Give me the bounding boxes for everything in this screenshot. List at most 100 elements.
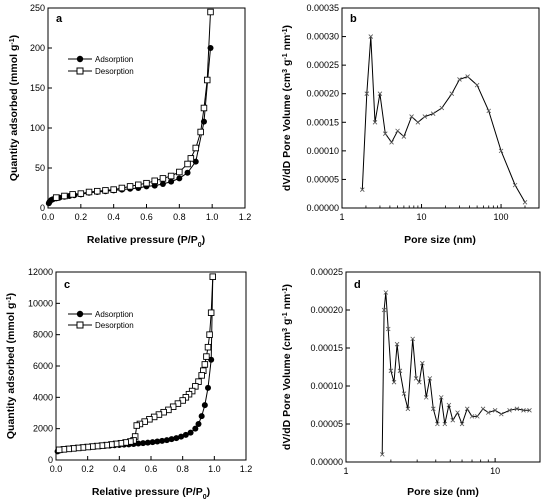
panel-c-letter: c	[64, 279, 70, 291]
y-tick-label: 12000	[28, 267, 53, 277]
legend-adsorption-marker	[76, 310, 84, 318]
data-point	[395, 128, 400, 134]
data-point	[438, 395, 444, 400]
data-point-desorption	[151, 177, 158, 185]
data-point	[435, 421, 440, 427]
panel-d-marks	[379, 290, 532, 457]
series-line-0	[381, 292, 530, 455]
y-tick-label: 200	[30, 43, 45, 53]
y-tick-label: 8000	[33, 330, 53, 340]
panel-d-letter: d	[354, 279, 361, 291]
data-point	[486, 410, 491, 415]
data-point	[439, 105, 445, 111]
x-tick-label: 1.2	[240, 464, 253, 474]
data-point	[401, 391, 407, 396]
data-point-desorption	[197, 128, 204, 136]
data-point-adsorption	[182, 431, 189, 438]
y-tick-label: 0.00000	[306, 203, 339, 213]
panel-c-axes: 0 2000 4000 6000 8000 10000 12000 0.0 0.2 0.4 0.6 0…	[28, 267, 252, 474]
data-point-adsorption	[184, 169, 191, 176]
data-point-desorption	[206, 331, 213, 338]
y-tick-label: 4000	[33, 392, 53, 402]
x-tick-label: 0.8	[176, 464, 189, 474]
panel-a-letter: a	[56, 13, 63, 25]
x-tick-label: 1.2	[239, 212, 252, 222]
panel-b: 0.00000 0.00005 0.00010 0.00015 0.00020 0.000…	[281, 3, 540, 246]
y-tick-label: 0.00005	[310, 419, 343, 429]
data-point	[512, 182, 518, 188]
x-tick-label: 0.2	[75, 212, 88, 222]
data-point	[385, 326, 391, 332]
panel-c-legend: Adsorption Desorption	[68, 310, 134, 330]
data-point	[431, 406, 436, 412]
legend-desorption-label: Desorption	[95, 67, 134, 76]
y-tick-label: 0.00010	[306, 146, 339, 156]
y-tick-label: 6000	[33, 361, 53, 371]
x-tick-label: 0.6	[140, 212, 153, 222]
data-point-adsorption	[163, 437, 170, 444]
data-point-adsorption	[151, 182, 158, 189]
panel-c-marks	[54, 273, 216, 455]
data-point-desorption	[85, 188, 93, 196]
panel-d-ylabel: dV/dD Pore Volume (cm3 g-1 nm-1)	[281, 284, 293, 450]
data-point-desorption	[135, 181, 142, 189]
data-point	[364, 91, 370, 96]
y-tick-label: 0.00000	[310, 457, 343, 467]
data-point-desorption	[159, 175, 167, 182]
y-tick-label: 0.00020	[306, 89, 339, 99]
data-point	[427, 376, 433, 381]
data-point-desorption	[187, 155, 195, 162]
panel-a-frame	[47, 7, 246, 209]
data-point-desorption	[201, 361, 209, 368]
data-point	[457, 77, 462, 82]
legend-adsorption-label: Adsorption	[95, 310, 133, 319]
data-point-adsorption	[205, 384, 211, 391]
data-point	[413, 376, 419, 381]
data-point	[465, 74, 470, 79]
data-point	[450, 417, 456, 423]
panel-b-marks	[360, 34, 528, 205]
data-point-adsorption	[195, 420, 202, 427]
x-tick-label: 100	[494, 212, 509, 222]
panel-b-axes: 0.00000 0.00005 0.00010 0.00015 0.00020 0.000…	[306, 3, 526, 222]
panel-a: 0 50 100 150 200 250 0.0 0.2 0.4 0.6 0.8 1.0 1.2 a A…	[8, 3, 251, 249]
panel-d: 0.00000 0.00005 0.00010 0.00015 0.00020 0.000…	[281, 267, 541, 498]
y-tick-label: 0.00010	[310, 381, 343, 391]
data-point	[394, 341, 400, 347]
y-tick-label: 0.00015	[306, 117, 339, 127]
data-point	[410, 336, 415, 342]
y-tick-label: 0	[48, 455, 53, 465]
data-point-desorption	[167, 172, 175, 180]
data-point-desorption	[110, 186, 117, 193]
data-point	[377, 91, 383, 96]
legend-desorption-marker	[76, 67, 84, 75]
data-point-adsorption	[192, 425, 199, 432]
data-point	[459, 421, 465, 427]
panel-d-axes: 0.00000 0.00005 0.00010 0.00015 0.00020 0.000…	[310, 267, 500, 476]
legend-desorption-marker	[76, 321, 84, 329]
data-point-desorption	[143, 179, 150, 187]
data-point-desorption	[102, 187, 109, 194]
x-tick-label: 1	[343, 466, 348, 476]
data-point-adsorption	[144, 439, 151, 446]
x-tick-label: 0.2	[81, 464, 94, 474]
panel-b-letter: b	[350, 13, 357, 25]
data-point-adsorption	[168, 178, 175, 185]
data-point-adsorption	[173, 435, 180, 442]
legend-adsorption-marker	[76, 55, 84, 63]
data-point	[486, 108, 492, 114]
data-point	[514, 406, 520, 412]
data-point-desorption	[192, 144, 199, 152]
data-point	[422, 114, 428, 119]
data-point-desorption	[207, 8, 214, 16]
x-tick-label: 0.6	[145, 464, 158, 474]
panel-a-legend: Adsorption Desorption	[68, 55, 134, 76]
x-tick-label: 1.0	[206, 212, 219, 222]
data-point	[527, 408, 532, 413]
data-point-desorption	[118, 184, 126, 192]
data-point	[415, 120, 421, 125]
data-point	[480, 406, 486, 412]
data-point	[409, 114, 414, 119]
data-point	[368, 34, 374, 39]
